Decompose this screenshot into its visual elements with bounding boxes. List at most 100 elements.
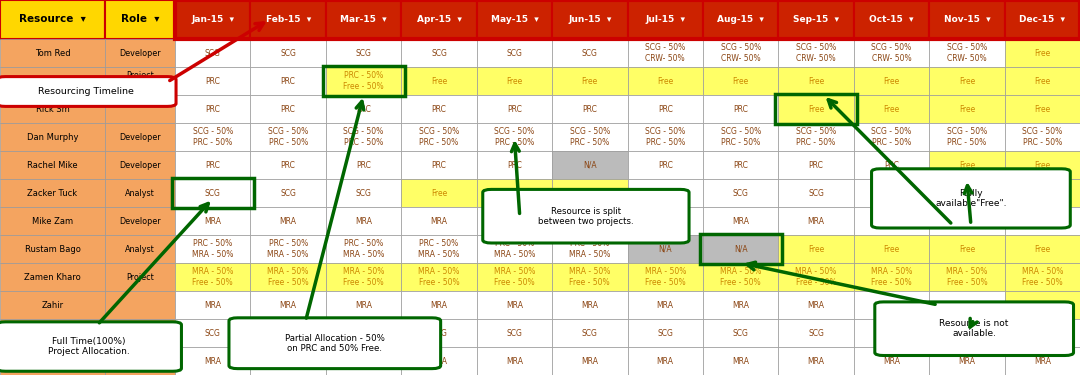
Text: MRA: MRA <box>355 216 373 225</box>
Text: Resourcing Timeline: Resourcing Timeline <box>39 87 134 96</box>
Bar <box>105 347 175 375</box>
FancyBboxPatch shape <box>872 169 1070 228</box>
Bar <box>251 179 326 207</box>
Bar <box>326 319 402 347</box>
Bar <box>552 123 627 151</box>
Text: Rachel Mike: Rachel Mike <box>27 160 78 170</box>
Bar <box>552 207 627 235</box>
Text: PRC - 50%
MRA - 50%: PRC - 50% MRA - 50% <box>494 239 535 259</box>
Text: SCG: SCG <box>808 328 824 338</box>
Bar <box>779 319 854 347</box>
Bar <box>105 319 175 347</box>
Bar <box>402 319 476 347</box>
Text: Zahir: Zahir <box>41 300 64 309</box>
Bar <box>0 291 105 319</box>
Text: Free: Free <box>808 105 824 114</box>
Bar <box>854 291 929 319</box>
Text: PRC: PRC <box>281 105 296 114</box>
Bar <box>476 319 552 347</box>
Text: PRC - 50%
MRA - 50%: PRC - 50% MRA - 50% <box>569 239 610 259</box>
Text: MRA: MRA <box>505 216 523 225</box>
Text: PRC: PRC <box>733 105 748 114</box>
Bar <box>929 179 1004 207</box>
Bar <box>703 263 779 291</box>
Bar <box>854 123 929 151</box>
Bar <box>779 123 854 151</box>
Bar <box>476 179 552 207</box>
Text: MRA: MRA <box>581 357 598 366</box>
Text: MRA: MRA <box>431 216 447 225</box>
FancyBboxPatch shape <box>0 322 181 371</box>
Text: PRC: PRC <box>582 105 597 114</box>
Text: MRA: MRA <box>657 300 674 309</box>
Bar <box>0 263 105 291</box>
Bar <box>854 39 929 67</box>
Text: MRA: MRA <box>355 357 373 366</box>
Text: MRA: MRA <box>657 216 674 225</box>
Text: PRC: PRC <box>507 105 522 114</box>
Bar <box>552 179 627 207</box>
Text: Free: Free <box>959 105 975 114</box>
Bar <box>929 151 1004 179</box>
Text: PRC - 50%
Free - 50%: PRC - 50% Free - 50% <box>343 71 383 91</box>
Bar <box>326 291 402 319</box>
FancyBboxPatch shape <box>229 318 441 369</box>
Bar <box>326 67 402 95</box>
Text: MRA: MRA <box>204 357 221 366</box>
Bar <box>476 291 552 319</box>
Bar <box>854 347 929 375</box>
Text: Free: Free <box>959 244 975 254</box>
Text: Developer: Developer <box>119 328 161 338</box>
Bar <box>929 95 1004 123</box>
Text: Dec-15  ▾: Dec-15 ▾ <box>1020 15 1065 24</box>
Text: Zamen Kharo: Zamen Kharo <box>24 273 81 282</box>
Text: Free: Free <box>959 160 975 170</box>
Text: MRA - 50%
Free - 50%: MRA - 50% Free - 50% <box>342 267 384 287</box>
Text: Project: Project <box>126 273 154 282</box>
Text: SCG: SCG <box>205 189 220 198</box>
Bar <box>1004 235 1080 263</box>
Bar <box>402 123 476 151</box>
Text: Free: Free <box>959 76 975 86</box>
Bar <box>251 151 326 179</box>
Bar <box>0 319 105 347</box>
Text: MRA: MRA <box>732 216 750 225</box>
Bar <box>703 39 779 67</box>
Bar <box>476 0 552 39</box>
Bar <box>105 95 175 123</box>
Bar <box>251 207 326 235</box>
Text: PRC: PRC <box>281 76 296 86</box>
Text: SCG - 50%
PRC - 50%: SCG - 50% PRC - 50% <box>947 127 987 147</box>
Bar <box>251 123 326 151</box>
Bar <box>0 123 105 151</box>
Text: Free: Free <box>1035 48 1051 57</box>
Text: SCG - 50%
PRC - 50%: SCG - 50% PRC - 50% <box>720 127 760 147</box>
Bar <box>929 319 1004 347</box>
Bar <box>326 39 402 67</box>
Text: SCG: SCG <box>280 189 296 198</box>
Text: Oct-15  ▾: Oct-15 ▾ <box>869 15 914 24</box>
Text: Free: Free <box>1035 244 1051 254</box>
Bar <box>105 207 175 235</box>
Bar <box>105 39 175 67</box>
Bar <box>779 179 854 207</box>
Text: Tom Red: Tom Red <box>35 48 70 57</box>
Text: MRA: MRA <box>204 300 221 309</box>
Text: SCG: SCG <box>658 189 673 198</box>
Text: PRC: PRC <box>356 105 372 114</box>
Text: SCG: SCG <box>582 48 597 57</box>
Text: PRC - 50%
MRA - 50%: PRC - 50% MRA - 50% <box>418 239 460 259</box>
Bar <box>105 235 175 263</box>
Bar <box>476 67 552 95</box>
Bar <box>0 0 105 39</box>
Text: SCG - 50%
CRW- 50%: SCG - 50% CRW- 50% <box>796 43 836 63</box>
Text: SCG: SCG <box>280 328 296 338</box>
Text: Free: Free <box>1035 76 1051 86</box>
Text: SCG: SCG <box>280 48 296 57</box>
Bar <box>476 39 552 67</box>
Bar <box>402 347 476 375</box>
Text: Nov-15  ▾: Nov-15 ▾ <box>944 15 990 24</box>
Bar <box>854 263 929 291</box>
Text: SCG - 50%
PRC - 50%: SCG - 50% PRC - 50% <box>645 127 686 147</box>
Text: MRA - 50%
Free - 50%: MRA - 50% Free - 50% <box>569 267 610 287</box>
